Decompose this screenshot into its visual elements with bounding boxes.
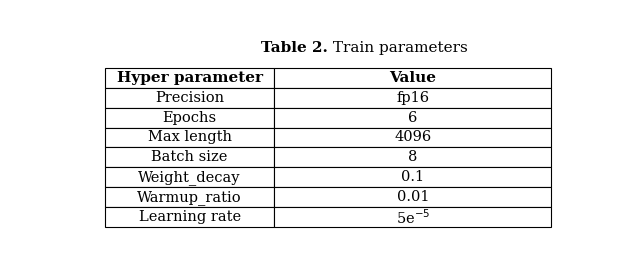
Text: Batch size: Batch size [152, 150, 228, 164]
Text: Epochs: Epochs [163, 111, 217, 124]
Text: 0.01: 0.01 [397, 190, 429, 204]
Bar [105, 167, 275, 187]
Bar [105, 128, 275, 148]
Text: 4096: 4096 [394, 130, 431, 144]
Bar [105, 207, 275, 227]
Bar [105, 68, 275, 88]
Text: 6: 6 [408, 111, 417, 124]
Bar [105, 187, 275, 207]
Text: Max length: Max length [148, 130, 232, 144]
Bar [105, 108, 275, 128]
Text: fp16: fp16 [396, 91, 429, 105]
Bar [105, 148, 275, 167]
Text: Value: Value [389, 71, 436, 85]
Text: Hyper parameter: Hyper parameter [116, 71, 262, 85]
Bar [275, 88, 551, 108]
Bar [105, 88, 275, 108]
Text: Table 2.: Table 2. [261, 41, 328, 54]
Text: Precision: Precision [155, 91, 224, 105]
Text: Learning rate: Learning rate [138, 210, 241, 224]
Bar [275, 167, 551, 187]
Text: 8: 8 [408, 150, 417, 164]
Text: 0.1: 0.1 [401, 170, 424, 184]
Text: Weight_decay: Weight_decay [138, 170, 241, 185]
Bar [275, 187, 551, 207]
Bar [275, 68, 551, 88]
Bar [275, 207, 551, 227]
Text: Warmup_ratio: Warmup_ratio [138, 190, 242, 205]
Text: 5e$^{-5}$: 5e$^{-5}$ [396, 208, 430, 227]
Text: Train parameters: Train parameters [328, 41, 468, 54]
Bar [275, 108, 551, 128]
Bar [275, 128, 551, 148]
Bar [275, 148, 551, 167]
